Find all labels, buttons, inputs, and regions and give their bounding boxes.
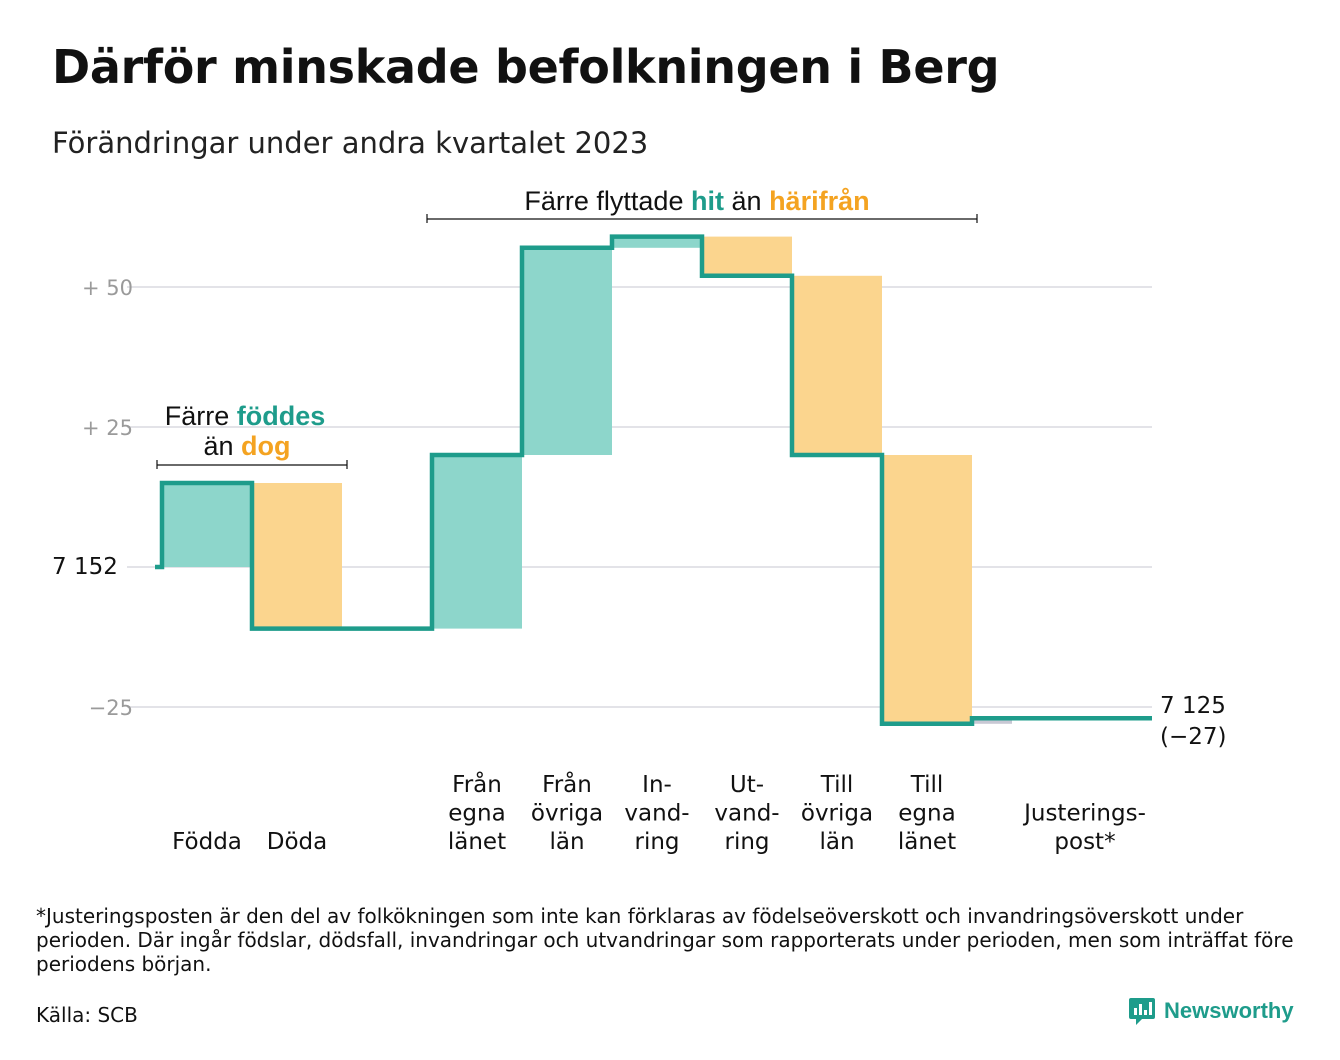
- start-value-label: 7 152: [52, 554, 118, 580]
- end-change-label: (−27): [1160, 724, 1226, 750]
- deaths-annotation-prefix: än: [203, 431, 233, 461]
- migration-annotation: Färre flyttade hit än härifrån: [426, 186, 978, 223]
- x-tick-label: Döda: [267, 829, 327, 855]
- x-tick-label: Till övriga län: [801, 772, 873, 855]
- migration-annotation-out: härifrån: [769, 186, 870, 216]
- y-tick-label: + 25: [82, 416, 133, 440]
- x-tick-label: Justerings-post*: [1022, 801, 1146, 856]
- bar-decrease: [702, 236, 792, 276]
- bar-decrease: [792, 275, 882, 455]
- births-annotation-line2: än dog: [203, 431, 290, 461]
- bar-decrease: [882, 455, 972, 724]
- running-total-path: [155, 234, 1152, 727]
- births-annotation: Färre föddes än dog: [156, 401, 348, 469]
- source-label: Källa: SCB: [36, 1003, 138, 1027]
- x-tick-label: Ut-vand-ring: [714, 772, 779, 855]
- grid-lines: [127, 286, 1152, 708]
- migration-annotation-prefix: Färre flyttade: [524, 186, 683, 216]
- births-annotation-highlight: föddes: [237, 401, 326, 431]
- migration-annotation-in: hit: [691, 186, 724, 216]
- end-value-label: 7 125: [1160, 693, 1226, 719]
- deaths-annotation-highlight: dog: [241, 431, 290, 461]
- y-axis-ticks: + 50 + 25 −25: [82, 276, 133, 720]
- running-total-line: [155, 234, 1152, 727]
- x-tick-label: In-vand-ring: [624, 772, 689, 855]
- waterfall-chart: + 50 + 25 −25 Födda Döda Från egna länet Från öv…: [52, 186, 1226, 855]
- bar-increase: [432, 455, 522, 629]
- x-tick-label: Från egna länet: [448, 770, 506, 855]
- bars: [162, 236, 1012, 724]
- bar-increase: [162, 483, 252, 567]
- x-tick-label: Från övriga län: [531, 770, 603, 855]
- brand-logo: Newsworthy: [1128, 996, 1294, 1026]
- chart-subtitle: Förändringar under andra kvartalet 2023: [52, 126, 649, 160]
- births-annotation-line1: Färre föddes: [165, 401, 326, 431]
- footnote: *Justeringsposten är den del av folkökni…: [36, 904, 1294, 976]
- x-tick-label: Till egna länet: [898, 772, 956, 855]
- migration-annotation-text: Färre flyttade hit än härifrån: [524, 186, 869, 216]
- migration-annotation-middle: än: [732, 186, 762, 216]
- y-tick-label: + 50: [82, 276, 133, 300]
- bar-decrease: [252, 483, 342, 629]
- x-axis-labels: Födda Döda Från egna länet Från övriga län In-va…: [172, 770, 1146, 855]
- x-tick-label: Födda: [172, 829, 242, 855]
- newsworthy-logo-icon: [1129, 998, 1155, 1025]
- bar-increase: [522, 247, 612, 455]
- brand-name: Newsworthy: [1164, 998, 1294, 1023]
- chart-title: Därför minskade befolkningen i Berg: [52, 40, 1000, 94]
- births-annotation-prefix: Färre: [165, 401, 230, 431]
- bar-increase: [612, 236, 702, 248]
- y-tick-label: −25: [89, 696, 133, 720]
- bar-adjustment: [972, 718, 1012, 724]
